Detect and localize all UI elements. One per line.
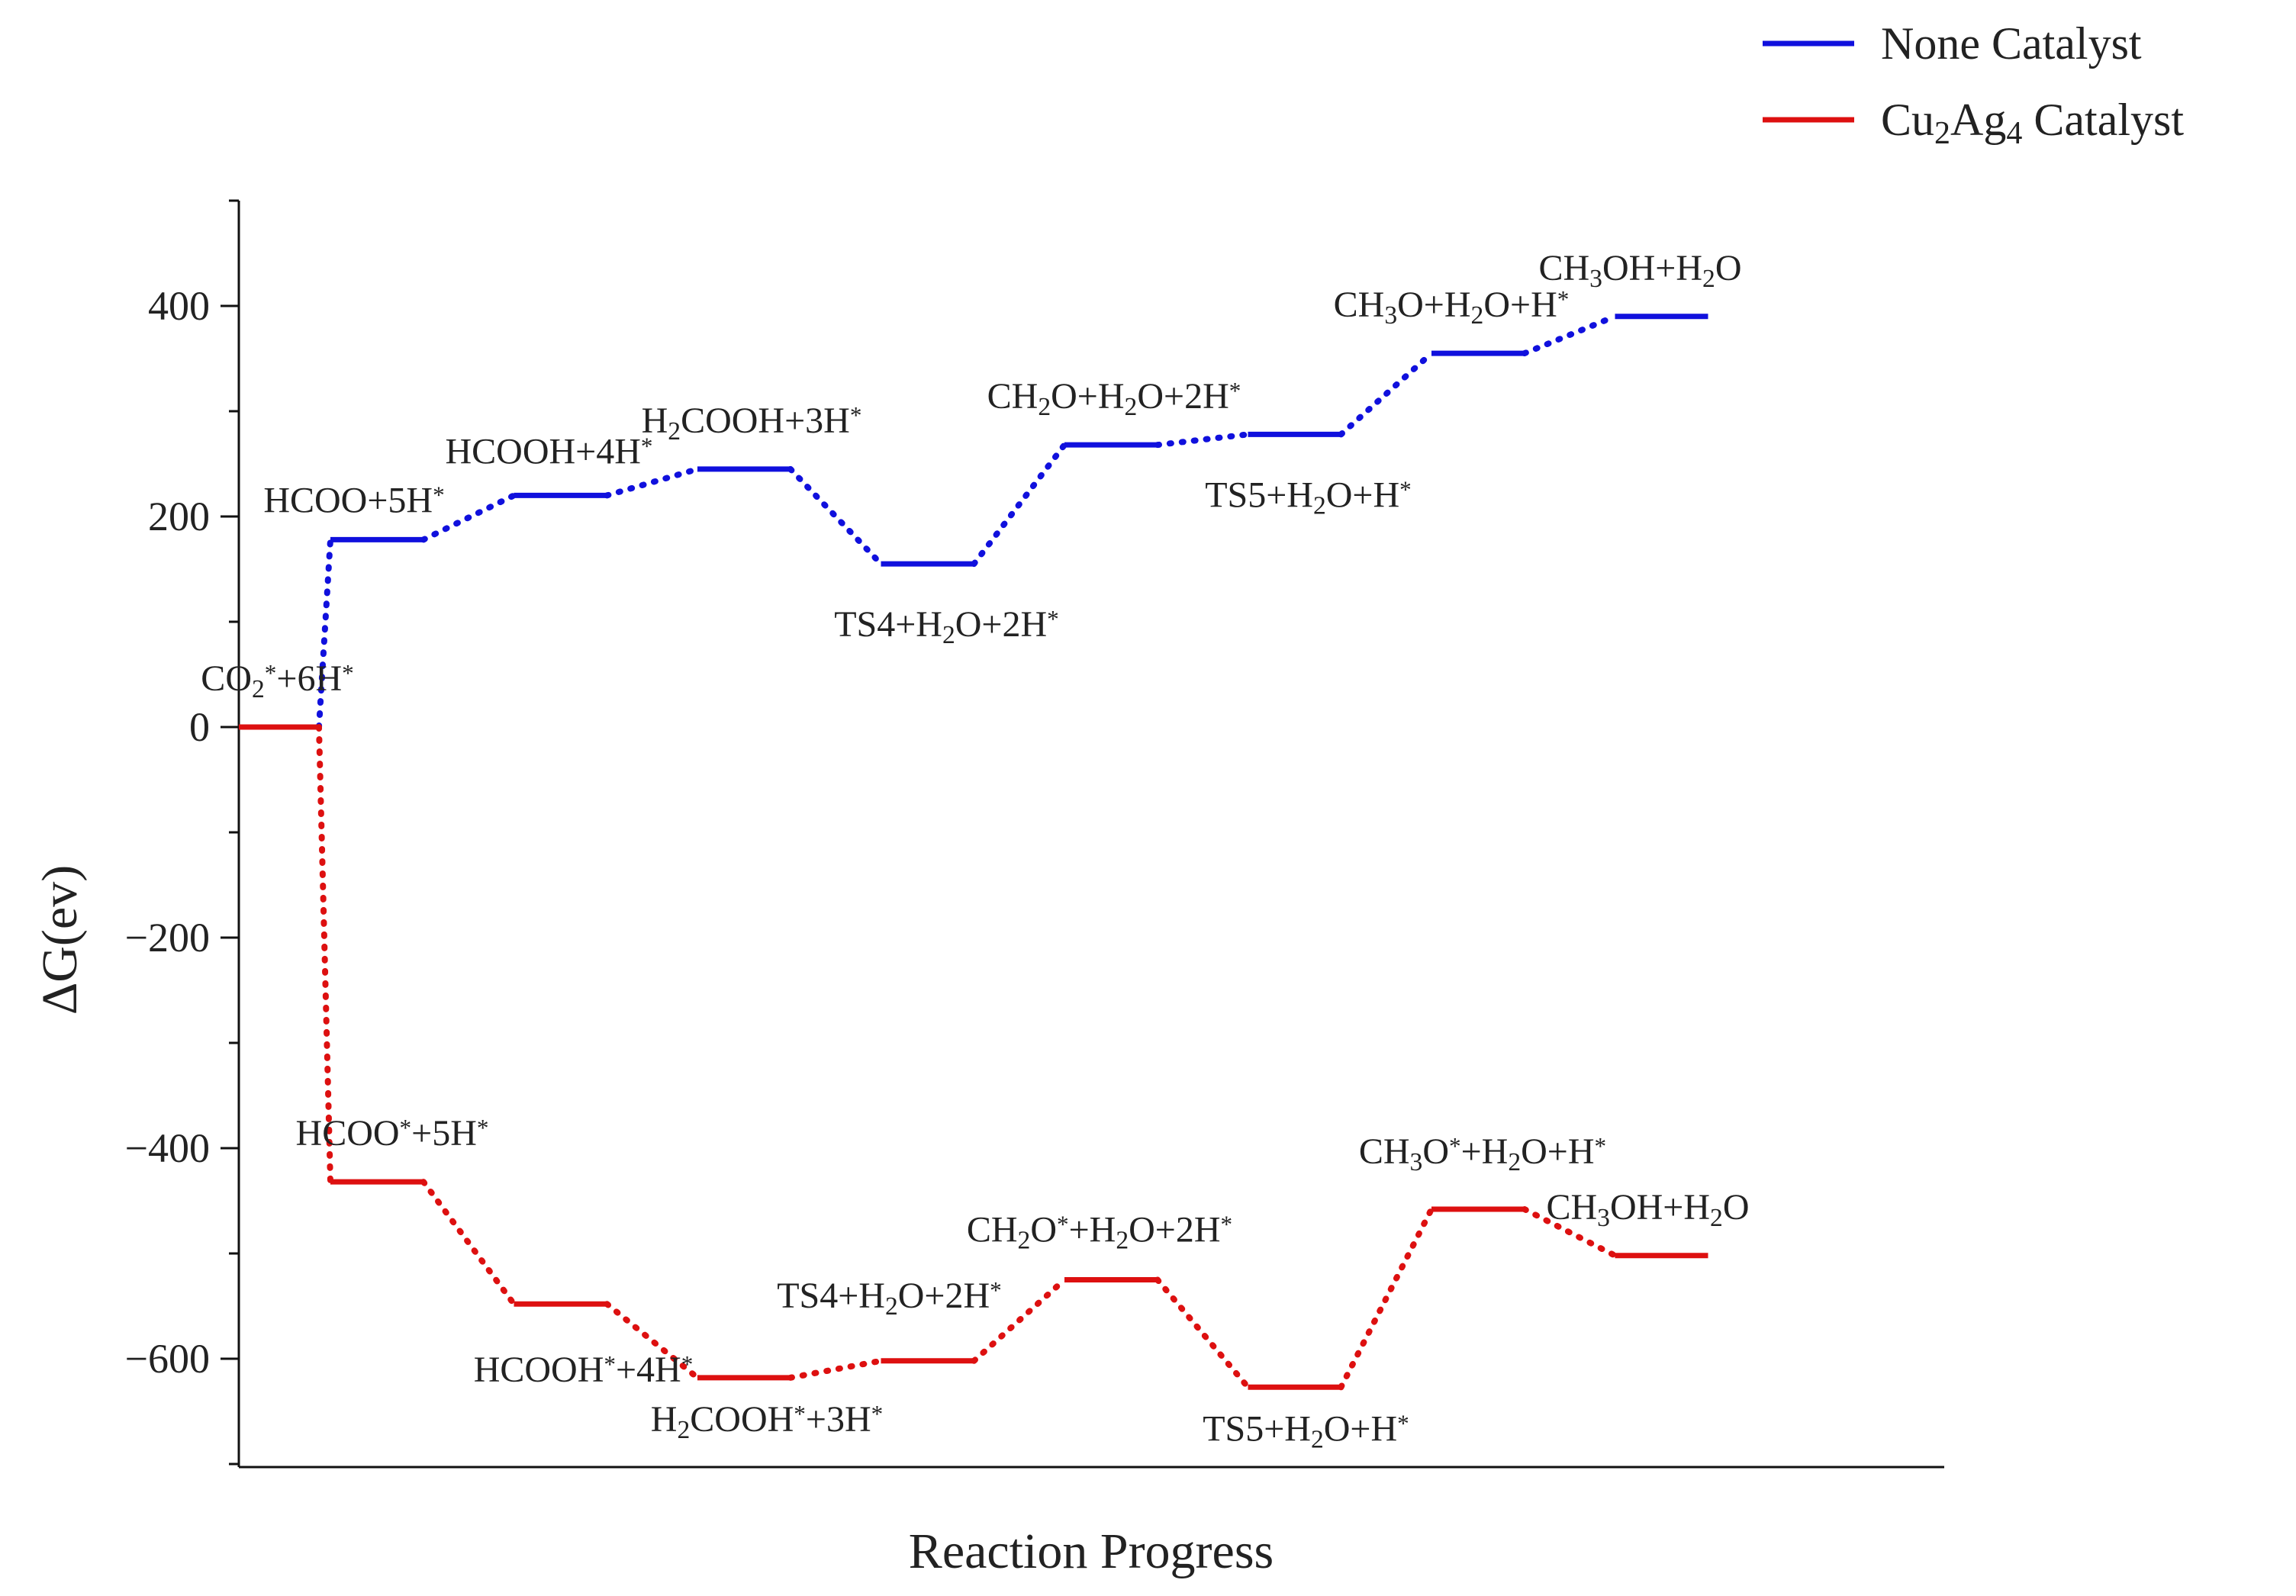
state-label: HCOOH+4H* [446, 431, 653, 471]
connector [420, 1179, 517, 1308]
y-tick-label: −200 [125, 915, 210, 960]
state-label: CH2O*+H2O+2H* [967, 1210, 1232, 1255]
connector [787, 465, 884, 568]
connector [1522, 313, 1618, 357]
state-label: HCOOH*+4H* [474, 1350, 694, 1390]
y-tick-label: 200 [148, 494, 210, 539]
state-labels: CO2*+6H* HCOO+5H*HCOOH+4H*H2COOH+3H* TS4+H… [201, 248, 1749, 1453]
state-label: TS5+H2O+H* [1203, 1408, 1409, 1453]
state-label: H2COOH*+3H* [651, 1399, 883, 1444]
connector [316, 724, 333, 1186]
connector [420, 492, 517, 543]
state-label: H2COOH+3H* [642, 401, 862, 446]
y-tick-label: 0 [189, 704, 210, 750]
legend: None Catalyst Cu2Ag4 Catalyst [1763, 18, 2184, 151]
state-label: TS4+H2O+2H* [834, 604, 1059, 649]
state-label: CO2*+6H* [201, 658, 353, 703]
connector [971, 1276, 1067, 1364]
state-label: TS4+H2O+2H* [777, 1276, 1002, 1321]
connector [604, 465, 700, 499]
connector [604, 1301, 700, 1381]
state-label: CH2O+H2O+2H* [987, 376, 1241, 421]
state-label: CH3O*+H2O+H* [1359, 1131, 1606, 1176]
y-tick-label: 400 [148, 283, 210, 329]
state-label: HCOO+5H* [263, 480, 444, 520]
state-label: CH3OH+H2O [1546, 1187, 1749, 1232]
connector [1154, 431, 1251, 449]
state-label: CH3O+H2O+H* [1334, 285, 1570, 330]
connector [316, 536, 333, 730]
legend-label: None Catalyst [1881, 18, 2142, 69]
state-label: HCOO*+5H* [296, 1113, 489, 1154]
connector [787, 1357, 884, 1381]
state-label: CH3OH+H2O [1538, 248, 1741, 293]
legend-label: Cu2Ag4 Catalyst [1881, 95, 2184, 151]
connector [1338, 350, 1435, 438]
y-tick-label: −600 [125, 1336, 210, 1382]
connector [1154, 1276, 1251, 1391]
connector [971, 442, 1067, 568]
energy-paths [239, 313, 1708, 1391]
axes: 400 200 0 −200 −400 −600 [125, 199, 1944, 1469]
y-tick-label: −400 [125, 1125, 210, 1171]
connector [1338, 1206, 1435, 1391]
state-label: TS5+H2O+H* [1205, 475, 1412, 520]
y-axis-title: ΔG(ev) [32, 865, 88, 1015]
connector [1522, 1206, 1618, 1259]
series-none-catalyst [239, 313, 1708, 730]
x-axis-title: Reaction Progress [909, 1524, 1274, 1579]
series-cu2ag4-catalyst [239, 724, 1708, 1391]
